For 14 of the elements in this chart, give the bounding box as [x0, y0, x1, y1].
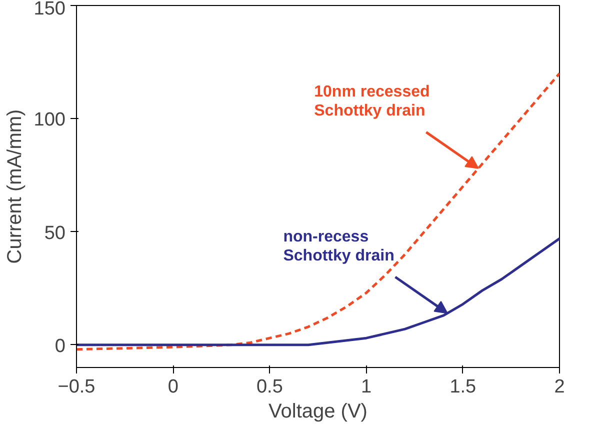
x-tick-label: 0 — [168, 376, 178, 398]
y-tick-label: 100 — [34, 110, 66, 131]
x-tick-label: 0.5 — [256, 376, 283, 398]
x-tick-label: 1 — [361, 376, 372, 398]
annotation: non-recess Schottky drain — [283, 228, 394, 264]
x-axis-title: Voltage (V) — [268, 400, 368, 422]
y-tick-label: 50 — [44, 222, 66, 244]
x-tick-label: 2 — [554, 376, 565, 398]
y-tick-label: 0 — [54, 336, 66, 357]
y-axis-title: Current (mA/mm) — [4, 109, 26, 264]
x-tick-label: −0.5 — [58, 376, 96, 398]
x-tick-label: 1.5 — [450, 376, 476, 398]
annotation: 10nm recessed Schottky drain — [314, 84, 430, 120]
y-tick-label: 150 — [34, 0, 66, 20]
